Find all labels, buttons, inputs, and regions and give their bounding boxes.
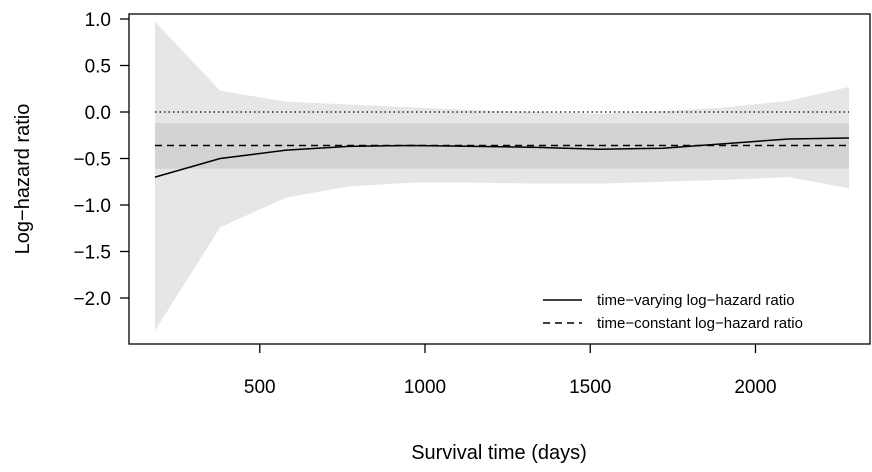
- legend-label: time−varying log−hazard ratio: [597, 292, 795, 309]
- plot-frame: [128, 13, 871, 345]
- y-tick-label: 0.5: [85, 57, 111, 78]
- series-line-time-varying: [154, 137, 850, 178]
- x-tick-label: 500: [244, 377, 276, 398]
- legend: time−varying log−hazard ratio time−consta…: [543, 292, 803, 332]
- legend-label: time−constant log−hazard ratio: [597, 315, 803, 332]
- y-tick-label: 0.0: [85, 103, 111, 124]
- x-tick-label: 1000: [404, 377, 446, 398]
- y-tick-label: −1.0: [73, 196, 111, 217]
- y-tick-label: 1.0: [85, 10, 111, 31]
- y-tick-label: −1.5: [73, 243, 111, 264]
- y-tick-label: −2.0: [73, 289, 111, 310]
- y-tick-label: −0.5: [73, 150, 111, 171]
- x-tick-label: 2000: [734, 377, 776, 398]
- x-tick-label: 1500: [569, 377, 611, 398]
- x-axis-title: Survival time (days): [411, 442, 587, 464]
- band-time-varying: [155, 21, 849, 331]
- y-axis-title: Log−hazard ratio: [12, 104, 34, 255]
